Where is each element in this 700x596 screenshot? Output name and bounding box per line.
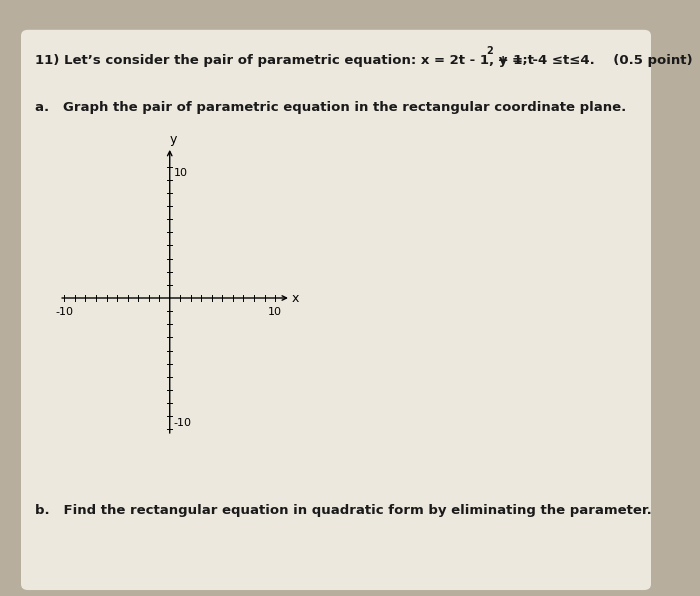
Text: b.   Find the rectangular equation in quadratic form by eliminating the paramete: b. Find the rectangular equation in quad… xyxy=(35,504,652,517)
Text: 10: 10 xyxy=(174,168,188,178)
Text: -10: -10 xyxy=(174,418,191,428)
Text: x: x xyxy=(292,291,300,305)
Text: y: y xyxy=(169,133,176,145)
Text: 11) Let’s consider the pair of parametric equation: x = 2t - 1, y = t: 11) Let’s consider the pair of parametri… xyxy=(35,54,534,67)
Text: 10: 10 xyxy=(268,307,282,317)
FancyBboxPatch shape xyxy=(21,30,651,590)
Text: 2: 2 xyxy=(486,46,493,56)
Text: + 1; -4 ≤t≤4.    (0.5 point): + 1; -4 ≤t≤4. (0.5 point) xyxy=(493,54,692,67)
Text: -10: -10 xyxy=(55,307,74,317)
Text: a.   Graph the pair of parametric equation in the rectangular coordinate plane.: a. Graph the pair of parametric equation… xyxy=(35,101,626,114)
